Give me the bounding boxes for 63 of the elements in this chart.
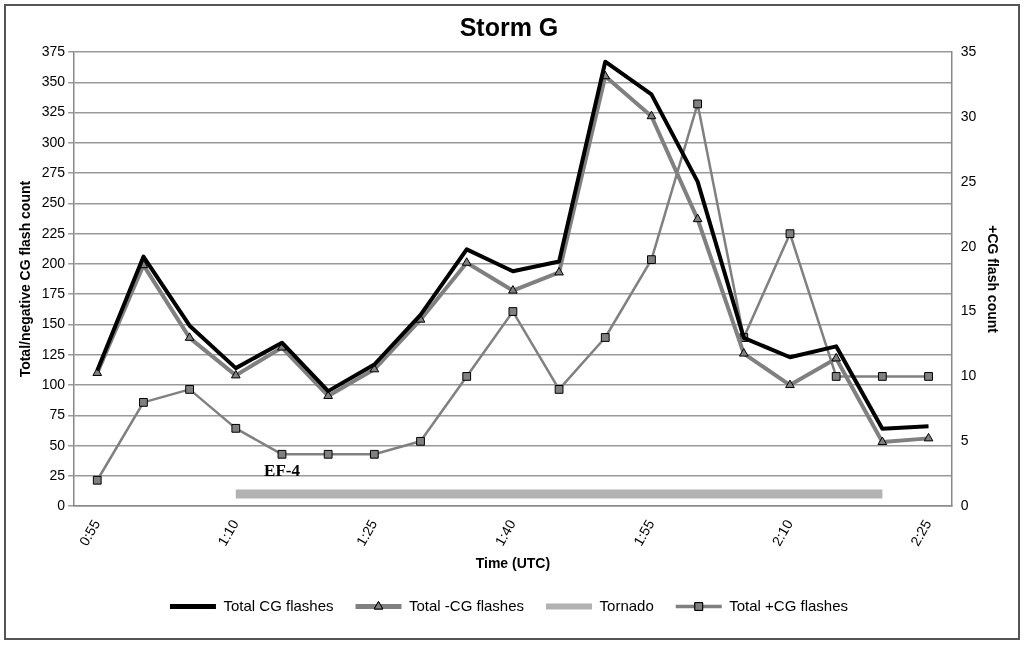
y-tick-label: 25 [49, 466, 66, 483]
point [508, 285, 518, 294]
y2-tick-label: 5 [960, 432, 969, 449]
point [554, 385, 564, 394]
point [647, 255, 656, 265]
point [738, 348, 749, 357]
point [693, 99, 703, 109]
chart-title: Storm G [459, 12, 559, 41]
point [924, 372, 933, 381]
y2-tick-label: 15 [960, 302, 977, 319]
legend-label: Total -CG flashes [409, 596, 525, 614]
point [785, 229, 795, 239]
y-axis-title: Total/negative CG flash count [17, 180, 34, 378]
y-tick-label: 0 [57, 497, 66, 514]
point [92, 475, 102, 485]
y2-axis-title: +CG flash count [984, 225, 1001, 334]
point [692, 213, 703, 223]
point [877, 436, 888, 446]
point [600, 333, 610, 342]
y-tick-label: 350 [41, 73, 66, 90]
point [923, 432, 934, 442]
point [185, 385, 194, 394]
annotation: EF-4 [264, 460, 301, 480]
point [785, 379, 795, 389]
point [416, 436, 425, 446]
y-tick-label: 200 [41, 254, 66, 271]
y-tick-label: 300 [41, 133, 66, 150]
y2-tick-label: 35 [960, 42, 977, 59]
y-tick-label: 125 [41, 345, 66, 362]
point [462, 372, 472, 381]
point [646, 110, 657, 120]
point [323, 449, 333, 459]
y-tick-label: 225 [41, 224, 66, 241]
x-axis-title: Time (UTC) [475, 555, 551, 572]
y-tick-label: 75 [49, 406, 66, 423]
y-tick-label: 325 [41, 103, 66, 120]
point [369, 449, 379, 459]
legend-label: Total CG flashes [223, 596, 334, 614]
point [461, 257, 472, 266]
y2-tick-label: 30 [960, 107, 977, 124]
legend-label: Total +CG flashes [729, 596, 849, 614]
y-tick-label: 100 [41, 375, 66, 392]
y2-tick-label: 0 [960, 497, 969, 514]
point [230, 369, 241, 379]
point [231, 423, 241, 433]
y-tick-label: 375 [41, 42, 66, 59]
y-tick-label: 150 [41, 315, 66, 332]
y2-tick-label: 25 [960, 172, 977, 189]
y-tick-label: 175 [41, 285, 66, 302]
point [831, 352, 841, 362]
point [184, 332, 195, 341]
point [831, 372, 841, 381]
y-tick-label: 275 [41, 163, 66, 180]
point [277, 449, 287, 459]
y2-tick-label: 20 [960, 237, 977, 254]
point [877, 372, 887, 381]
point [508, 307, 518, 316]
y-tick-label: 250 [41, 194, 66, 211]
y2-tick-label: 10 [960, 367, 977, 384]
point [554, 266, 564, 276]
point [139, 398, 148, 407]
y-tick-label: 50 [49, 436, 66, 453]
legend-label: Tornado [599, 596, 654, 614]
